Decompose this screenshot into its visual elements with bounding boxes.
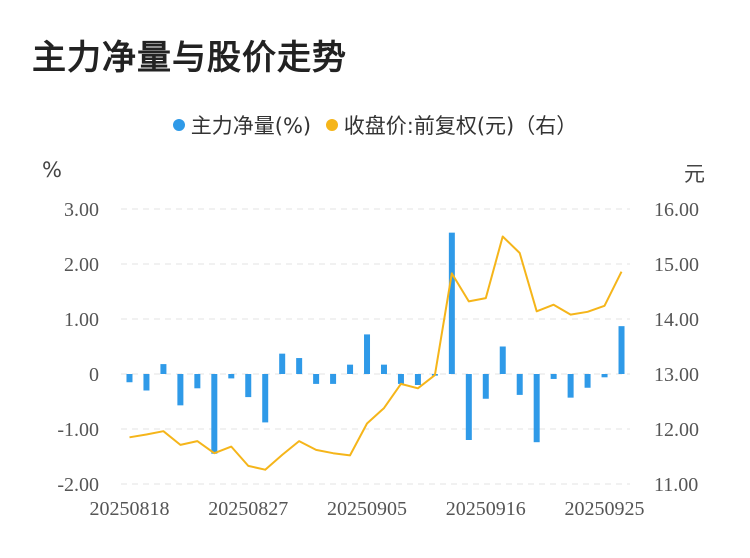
bar [177, 374, 184, 406]
x-tick-label: 20250818 [89, 498, 169, 520]
bar [516, 374, 523, 395]
legend-label-net-volume: 主力净量(%) [190, 114, 312, 138]
bar [465, 374, 472, 440]
left-axis-unit: % [42, 158, 62, 182]
legend-item-net-volume[interactable]: 主力净量(%) [172, 110, 312, 140]
bar [347, 364, 354, 374]
legend-dot-yellow [325, 119, 338, 131]
x-tick-label: 20250905 [327, 498, 407, 520]
y-left-tick-label: -2.00 [57, 474, 99, 496]
bar [601, 374, 608, 378]
right-axis-unit: 元 [684, 162, 705, 186]
bar [499, 346, 506, 374]
legend-item-close-price[interactable]: 收盘价:前复权(元)（右） [325, 110, 578, 140]
bar [414, 374, 421, 385]
y-left-tick-label: 1.00 [64, 309, 99, 331]
chart-title: 主力净量与股价走势 [32, 38, 347, 78]
bar [618, 326, 625, 374]
bar [584, 374, 591, 388]
y-left-tick-label: 3.00 [64, 199, 99, 221]
x-tick-label: 20250916 [446, 498, 526, 520]
bar [194, 374, 201, 389]
bar [482, 374, 489, 399]
y-right-tick-label: 11.00 [654, 474, 698, 496]
bar [330, 374, 337, 384]
chart-legend: 主力净量(%) 收盘价:前复权(元)（右） [0, 110, 750, 140]
bar [533, 374, 540, 443]
bar [397, 374, 404, 384]
bar [211, 374, 218, 454]
bar [550, 374, 557, 379]
bar [126, 374, 133, 383]
bar [296, 358, 303, 374]
y-right-tick-label: 16.00 [654, 199, 699, 221]
bar [228, 374, 235, 379]
y-right-tick-label: 14.00 [654, 309, 699, 331]
price-line [129, 235, 623, 471]
bar [380, 364, 387, 374]
x-tick-label: 20250925 [565, 498, 645, 520]
y-left-tick-label: 0 [89, 364, 99, 386]
bar [364, 334, 371, 374]
x-tick-label: 20250827 [208, 498, 288, 520]
bar [313, 374, 320, 384]
bar [567, 374, 574, 398]
y-right-tick-label: 13.00 [654, 364, 699, 386]
y-right-tick-label: 12.00 [654, 419, 699, 441]
bar [245, 374, 252, 398]
bar [262, 374, 269, 423]
bar [279, 353, 286, 374]
bar [448, 232, 455, 374]
bar [160, 364, 167, 374]
y-left-tick-label: 2.00 [64, 254, 99, 276]
y-right-tick-label: 15.00 [654, 254, 699, 276]
legend-label-close-price: 收盘价:前复权(元)（右） [343, 114, 578, 138]
legend-dot-blue [172, 119, 185, 131]
bar [143, 374, 150, 391]
y-left-tick-label: -1.00 [57, 419, 99, 441]
